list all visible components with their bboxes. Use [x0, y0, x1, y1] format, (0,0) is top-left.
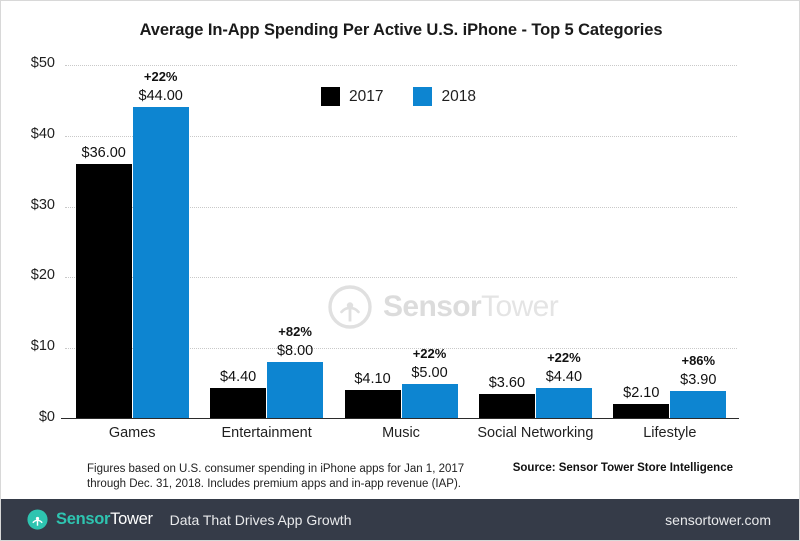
x-axis-category-label: Lifestyle: [643, 425, 697, 441]
legend-label: 2018: [441, 87, 476, 105]
bar-2018[interactable]: [401, 383, 458, 419]
bar-2017[interactable]: [613, 404, 670, 419]
x-axis-category-label: Music: [382, 425, 420, 441]
bar-value-label: $3.60: [488, 374, 526, 391]
footer-logo[interactable]: SensorTower: [26, 508, 153, 531]
bar-value-label: $4.40: [219, 368, 257, 385]
footer-tagline: Data That Drives App Growth: [169, 511, 352, 528]
footer-logo-bold: Sensor: [56, 510, 111, 528]
legend: 2017 2018: [321, 87, 476, 106]
bar-2018[interactable]: [267, 362, 324, 419]
bar-growth-label: +82%: [278, 324, 312, 340]
y-axis-tick-label: $10: [30, 338, 55, 355]
bar-growth-label: +22%: [412, 345, 447, 361]
bar-growth-label: +22%: [547, 349, 581, 365]
bar-2017[interactable]: [344, 389, 401, 419]
footer-url[interactable]: sensortower.com: [665, 511, 771, 528]
footer-bar: SensorTower Data That Drives App Growth …: [1, 499, 799, 540]
gridline: [65, 348, 737, 350]
x-axis-category-label: Entertainment: [221, 425, 312, 441]
x-axis-category-label: Social Networking: [477, 425, 594, 441]
source-note: Source: Sensor Tower Store Intelligence: [512, 462, 733, 474]
y-axis-tick-label: $30: [30, 196, 55, 213]
bar-value-label: $44.00: [138, 88, 183, 105]
bar-value-label: $4.40: [545, 368, 583, 385]
y-axis-tick-label: $50: [30, 55, 55, 71]
bar-group: $36.00 $44.00 +22%: [75, 65, 189, 419]
bar-group: $3.60 $4.40 +22%: [478, 65, 592, 419]
bar-2018[interactable]: [132, 107, 189, 419]
y-axis-tick-label: $20: [30, 267, 55, 284]
legend-swatch: [413, 87, 433, 106]
y-axis-tick-label: $0: [38, 409, 55, 425]
bar-value-label: $3.90: [680, 372, 717, 389]
legend-swatch: [321, 87, 340, 106]
bar-group: $2.10 $3.90 +86%: [613, 65, 727, 419]
bar-group: $4.40 $8.00 +82%: [210, 65, 324, 419]
bar-value-label: $5.00: [411, 364, 448, 381]
bar-growth-label: +22%: [143, 69, 178, 85]
gridline: [65, 206, 737, 208]
footer-logo-text: SensorTower: [56, 510, 153, 529]
bar-2017[interactable]: [210, 387, 267, 419]
footer-logo-light: Tower: [110, 510, 153, 528]
bar-value-label: $36.00: [81, 145, 126, 162]
bar-2018[interactable]: [535, 387, 592, 419]
y-axis-tick-label: $40: [30, 125, 55, 142]
bar-value-label: $8.00: [276, 343, 314, 360]
plot-area: SensorTower $36.00 $44.00 +22% $4.40 $8.00 +8…: [65, 65, 737, 419]
legend-item[interactable]: 2018: [413, 87, 476, 106]
bar-growth-label: +86%: [681, 353, 716, 369]
bar-2017[interactable]: [75, 164, 132, 419]
bar-value-label: $4.10: [354, 370, 391, 387]
legend-item[interactable]: 2017: [321, 87, 383, 106]
page-title: Average In-App Spending Per Active U.S. …: [139, 21, 663, 39]
footnote-text: Figures based on U.S. consumer spending …: [87, 463, 465, 490]
x-axis-category-label: Games: [108, 425, 156, 441]
gridline: [65, 65, 737, 66]
bar-2018[interactable]: [670, 391, 727, 419]
sensortower-logo-icon: [27, 509, 48, 530]
gridline: [65, 277, 737, 279]
gridline: [65, 135, 737, 137]
legend-label: 2017: [349, 87, 384, 105]
x-axis-line: [61, 418, 739, 419]
bar-2017[interactable]: [478, 393, 535, 419]
bar-value-label: $2.10: [623, 385, 660, 402]
bar-group: $4.10 $5.00 +22%: [344, 65, 458, 419]
